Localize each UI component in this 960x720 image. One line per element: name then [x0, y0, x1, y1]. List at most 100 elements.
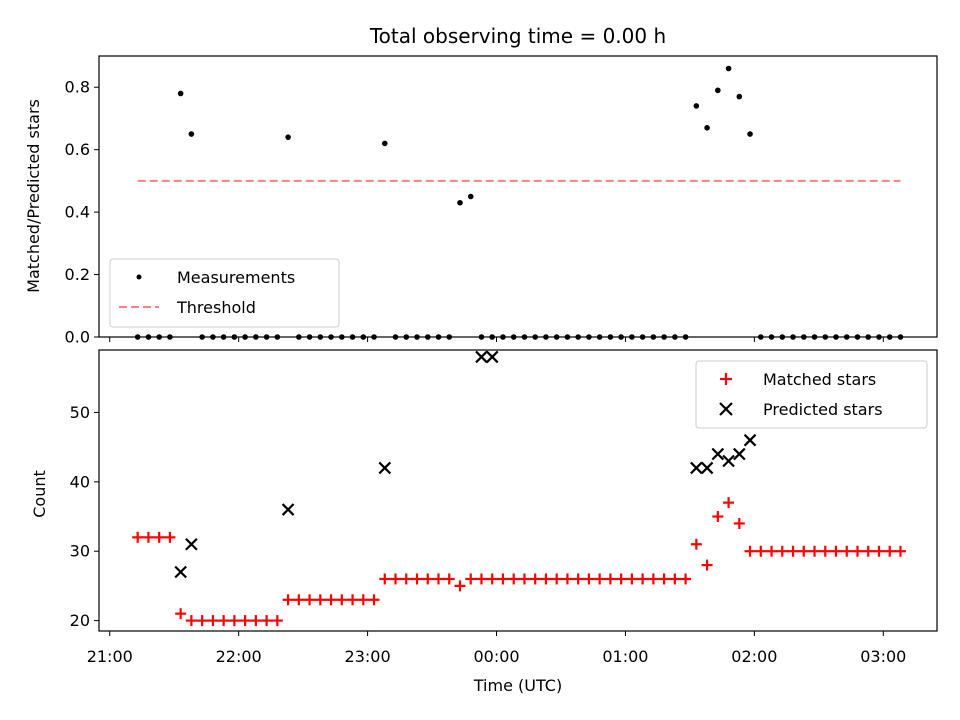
matched-star-point: [594, 573, 606, 585]
predicted-x-b: [185, 537, 198, 551]
measurement-point: [575, 334, 581, 340]
measurement-point: [360, 334, 367, 340]
measurement-point: [553, 334, 560, 340]
matched-star-point: [690, 538, 702, 550]
measurement-point: [188, 131, 195, 137]
legend-matched-label: Matched stars: [763, 370, 876, 389]
top-y-axis: 0.0 0.2 0.4 0.6 0.8: [65, 78, 99, 347]
legend-measurements-marker: [136, 274, 142, 280]
matched-star-point: [583, 573, 595, 585]
matched-star-point: [658, 573, 670, 585]
matched-star-point: [830, 545, 842, 557]
predicted-star-point: [174, 565, 187, 579]
matched-star-point: [175, 608, 187, 620]
legend-threshold-label: Threshold: [176, 298, 256, 317]
matched-star-point: [261, 615, 273, 627]
measurement-point: [661, 334, 667, 340]
matched-star-point: [347, 594, 359, 606]
matched-star-point: [841, 545, 853, 557]
matched-star-point: [293, 594, 305, 606]
predicted-star-point: [700, 461, 714, 475]
matched-star-point: [282, 594, 294, 606]
matched-star-point: [314, 594, 326, 606]
legend-matched-marker: [720, 373, 732, 385]
measurement-point: [392, 334, 399, 340]
measurement-point: [564, 334, 571, 340]
matched-star-point: [540, 573, 552, 585]
measurement-point: [467, 193, 474, 200]
measurement-point: [296, 334, 302, 340]
measurement-point: [285, 134, 291, 140]
top-y-tick-label: 0.2: [65, 265, 90, 284]
matched-star-point: [572, 573, 584, 585]
x-tick-label: 22:00: [216, 647, 262, 666]
matched-star-point: [819, 545, 831, 557]
matched-star-point: [787, 545, 799, 557]
matched-star-point: [862, 545, 874, 557]
matched-star-point: [486, 573, 498, 585]
matched-star-point: [551, 573, 563, 585]
measurement-point: [500, 334, 506, 340]
bottom-legend: Matched stars Predicted stars: [695, 360, 928, 429]
predicted-star-point: [711, 447, 725, 461]
measurement-point: [876, 334, 882, 340]
legend-predicted-marker: [719, 402, 733, 416]
predicted-x-b: [281, 503, 295, 516]
measurement-point: [682, 334, 689, 340]
measurement-point: [306, 334, 313, 340]
measurement-point: [725, 65, 732, 72]
predicted-star-point: [475, 350, 488, 364]
x-tick-label: 02:00: [731, 647, 777, 666]
matched-star-point: [712, 511, 724, 523]
matched-star-point: [271, 615, 283, 627]
measurement-point: [328, 334, 334, 340]
measurement-point: [736, 93, 743, 100]
measurement-point: [811, 334, 818, 340]
measurement-point: [403, 334, 410, 340]
measurement-point: [424, 334, 431, 340]
x-tick-label: 01:00: [602, 647, 648, 666]
matched-star-point: [390, 573, 402, 585]
top-plot-area: [134, 65, 904, 340]
measurement-point: [339, 334, 345, 340]
bottom-y-tick-label: 20: [70, 611, 90, 630]
matched-star-point: [894, 545, 906, 557]
measurement-point: [672, 334, 678, 340]
measurement-point: [865, 334, 872, 340]
matched-star-point: [701, 559, 713, 571]
matched-star-point: [422, 573, 434, 585]
matched-star-point: [336, 594, 348, 606]
measurement-point: [768, 334, 775, 340]
measurement-point: [414, 334, 420, 340]
measurement-point: [489, 334, 496, 340]
matched-star-point: [207, 615, 219, 627]
bottom-y-axis: 20 30 40 50: [70, 403, 99, 630]
matched-star-point: [164, 531, 176, 543]
predicted-x-b: [174, 565, 187, 579]
top-x-ticks: [109, 337, 884, 342]
bottom-panel: 20 30 40 50 21:00 22:00 23:00 00:00 01:00 02:00 0…: [30, 349, 938, 695]
x-axis-label: Time (UTC): [473, 676, 562, 695]
measurement-point: [790, 334, 796, 340]
matched-star-point: [755, 545, 767, 557]
measurement-point: [758, 334, 764, 340]
measurement-point: [704, 125, 710, 131]
measurement-point: [177, 90, 184, 97]
legend-predicted-label: Predicted stars: [763, 400, 883, 419]
top-panel: 0.00.20.40.60.8 Matched/Predicted stars …: [24, 55, 938, 347]
measurement-point: [833, 334, 839, 340]
measurement-point: [457, 199, 463, 206]
chart-title: Total observing time = 0.00 h: [369, 24, 666, 48]
predicted-star-point: [378, 461, 392, 475]
measurement-point: [543, 334, 549, 340]
measurement-point: [854, 334, 861, 340]
predicted-x-b: [733, 447, 746, 461]
matched-star-point: [325, 594, 337, 606]
matched-star-point: [669, 573, 681, 585]
matched-star-point: [626, 573, 638, 585]
measurement-point: [349, 334, 356, 340]
measurement-point: [510, 334, 517, 340]
matched-star-point: [851, 545, 863, 557]
matched-star-point: [379, 573, 391, 585]
matched-star-point: [723, 497, 735, 509]
